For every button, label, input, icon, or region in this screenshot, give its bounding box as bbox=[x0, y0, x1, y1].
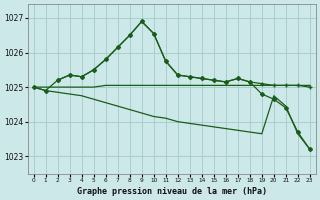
X-axis label: Graphe pression niveau de la mer (hPa): Graphe pression niveau de la mer (hPa) bbox=[77, 187, 267, 196]
